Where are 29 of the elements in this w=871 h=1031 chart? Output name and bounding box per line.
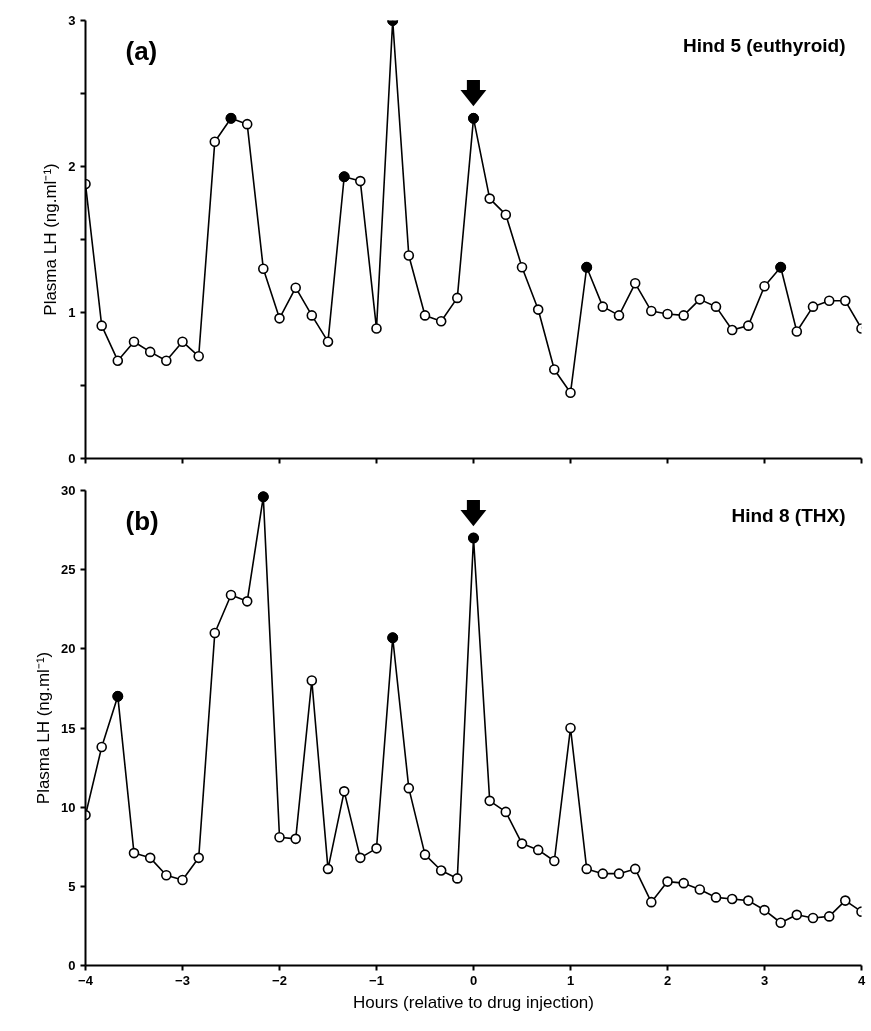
y-tick-label: 25	[61, 562, 76, 578]
text: Hind 5 (euthyroid)	[682, 34, 846, 56]
annotation: 🡇	[459, 77, 488, 111]
x-tick-label: −3	[175, 972, 190, 988]
y-tick-label: 1	[68, 305, 76, 320]
y-tick-label: 2	[68, 159, 76, 174]
x-tick-label: −4	[78, 972, 94, 988]
y-tick-label: 10	[61, 799, 76, 815]
text: (b)	[125, 505, 159, 536]
y-tick-label: 5	[68, 878, 76, 894]
y-tick-label: 3	[68, 13, 76, 28]
x-tick-label: 3	[760, 972, 769, 988]
x-tick-label: −1	[369, 972, 384, 988]
text: Hind 8 (THX)	[731, 504, 846, 526]
x-tick-label: 2	[663, 972, 672, 988]
annotation: 🡇	[459, 497, 488, 530]
y-axis-title: Plasma LH (ng.ml⁻¹)	[41, 163, 61, 316]
x-tick-label: −2	[272, 972, 287, 988]
text: (a)	[125, 35, 158, 66]
x-axis-title: Hours (relative to drug injection)	[353, 992, 594, 1012]
y-tick-label: 20	[61, 641, 76, 657]
x-tick-label: 4	[857, 972, 866, 988]
x-tick-label: 0	[469, 972, 478, 988]
x-tick-label: 1	[566, 972, 575, 988]
y-axis-title: Plasma LH (ng.ml⁻¹)	[34, 651, 54, 805]
y-tick-label: 0	[68, 958, 76, 973]
y-tick-label: 0	[68, 451, 76, 466]
y-tick-label: 30	[61, 483, 76, 498]
y-tick-label: 15	[61, 720, 76, 736]
